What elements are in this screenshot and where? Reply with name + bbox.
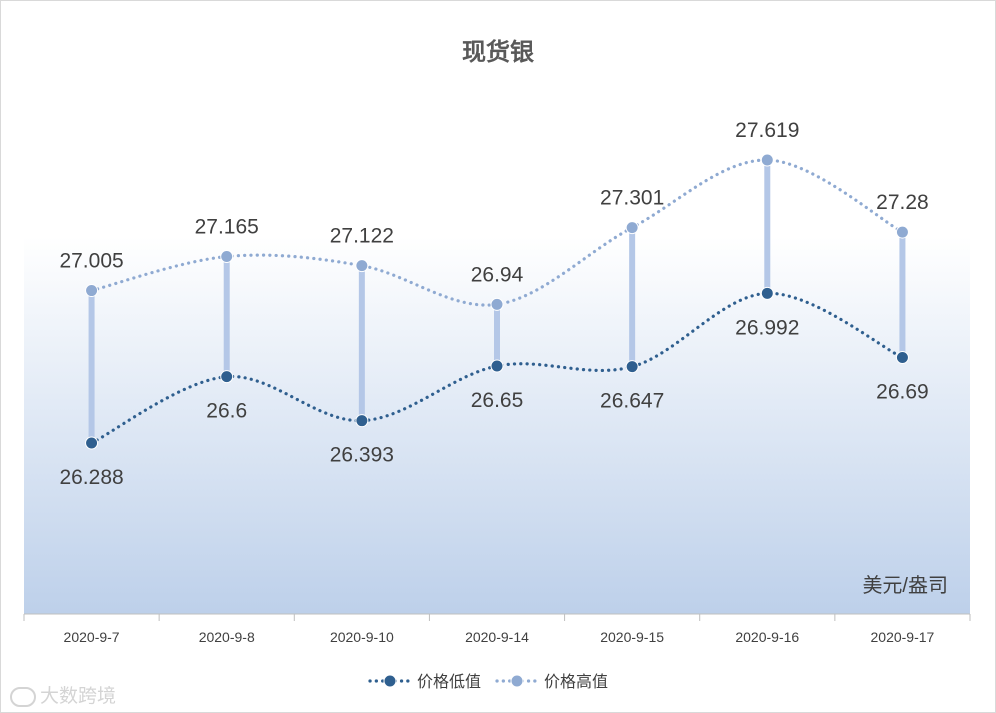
low-point — [220, 370, 234, 384]
legend-marker-high — [510, 674, 524, 688]
legend: 价格低值 价格高值 — [368, 673, 608, 691]
high-point — [490, 297, 504, 311]
x-tick-label: 2020-9-17 — [871, 629, 935, 645]
x-tick-label: 2020-9-8 — [199, 629, 255, 645]
low-value-label: 26.69 — [876, 381, 929, 404]
high-value-label: 27.122 — [330, 225, 394, 248]
low-point — [760, 286, 774, 300]
high-point — [760, 153, 774, 167]
high-low-lines — [88, 160, 906, 443]
legend-label-low: 价格低值 — [417, 673, 481, 691]
high-value-label: 27.165 — [195, 216, 259, 239]
high-point — [220, 250, 234, 264]
low-point — [85, 436, 99, 450]
legend-marker-low — [383, 674, 397, 688]
x-tick-label: 2020-9-10 — [330, 629, 394, 645]
low-value-label: 26.6 — [206, 400, 247, 423]
unit-label: 美元/盎司 — [862, 574, 948, 597]
x-tick-label: 2020-9-15 — [600, 629, 664, 645]
legend-label-high: 价格高值 — [544, 673, 608, 691]
low-point — [355, 414, 369, 428]
low-value-label: 26.647 — [600, 390, 664, 413]
high-value-label: 27.28 — [876, 191, 929, 214]
high-point — [85, 284, 99, 298]
x-axis: 2020-9-7 2020-9-8 2020-9-10 2020-9-14 2020-9… — [23, 613, 971, 645]
watermark-text: 大数跨境 — [40, 685, 117, 707]
x-tick-label: 2020-9-7 — [64, 629, 120, 645]
low-point — [490, 359, 504, 373]
series-lines — [85, 153, 909, 450]
x-tick-label: 2020-9-14 — [465, 629, 529, 645]
low-value-label: 26.65 — [471, 389, 524, 412]
high-point — [625, 221, 639, 235]
low-point — [625, 360, 639, 374]
high-point — [895, 225, 909, 239]
chart-title: 现货银 — [462, 38, 535, 66]
watermark: 大数跨境 — [10, 681, 116, 708]
low-value-label: 26.393 — [330, 444, 394, 467]
high-value-label: 27.005 — [59, 250, 123, 273]
x-tick-label: 2020-9-16 — [735, 629, 799, 645]
high-value-label: 27.301 — [600, 187, 664, 210]
high-point — [355, 259, 369, 273]
low-point — [895, 351, 909, 365]
high-value-label: 27.619 — [735, 119, 799, 142]
watermark-logo-icon — [10, 686, 36, 707]
low-value-label: 26.288 — [59, 466, 123, 489]
low-value-label: 26.992 — [735, 316, 799, 339]
high-value-label: 26.94 — [471, 263, 524, 286]
data-labels: 26.288 26.6 26.393 26.65 26.647 26.992 26.69 27… — [59, 119, 928, 489]
